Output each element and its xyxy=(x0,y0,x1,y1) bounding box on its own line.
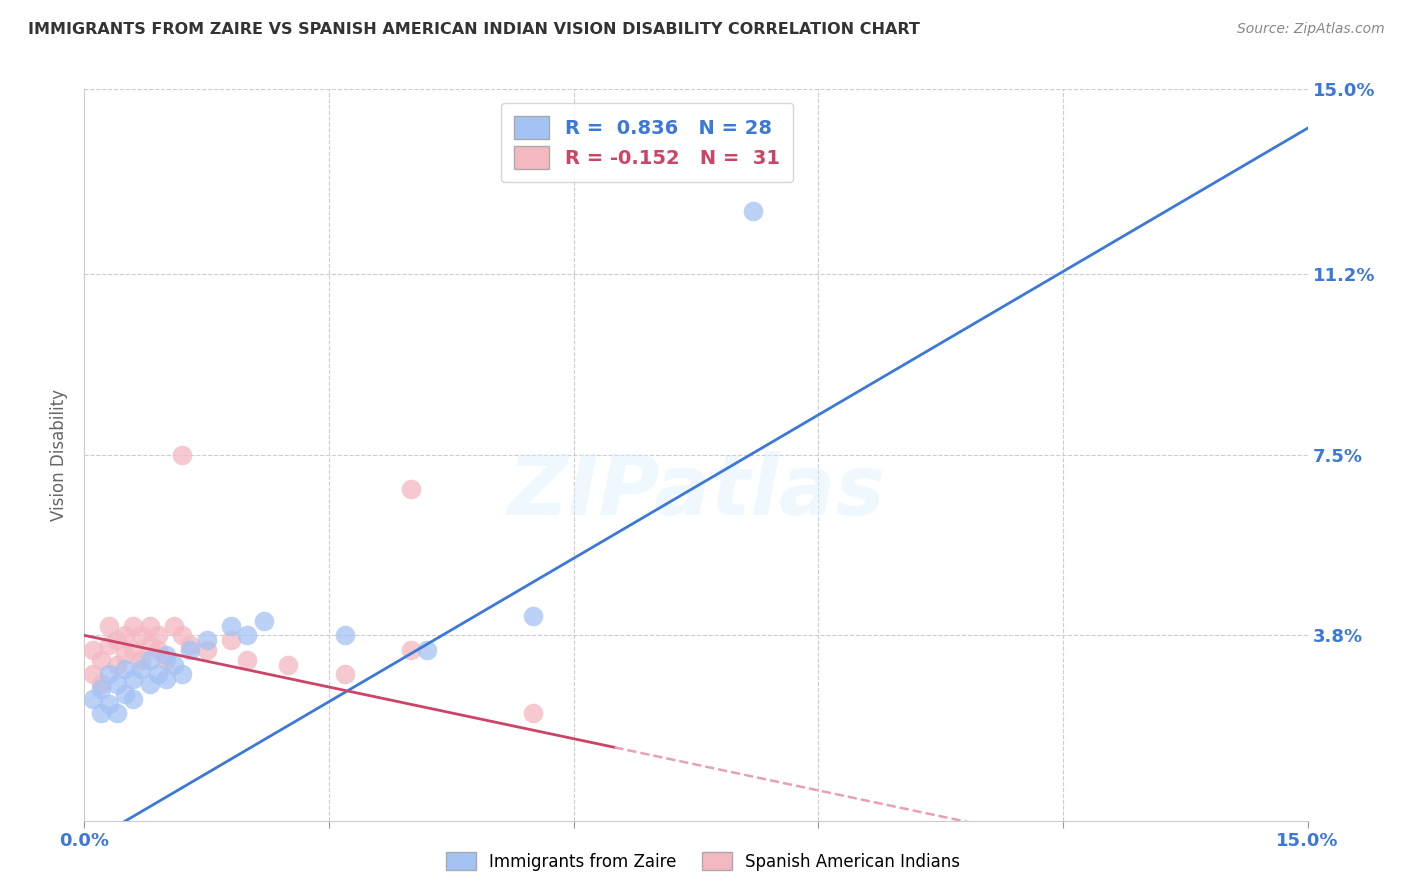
Point xyxy=(219,633,242,648)
Point xyxy=(138,638,160,652)
Point xyxy=(138,677,160,691)
Text: IMMIGRANTS FROM ZAIRE VS SPANISH AMERICAN INDIAN VISION DISABILITY CORRELATION C: IMMIGRANTS FROM ZAIRE VS SPANISH AMERICA… xyxy=(28,22,920,37)
Point xyxy=(82,691,104,706)
Point xyxy=(90,681,112,696)
Point xyxy=(155,672,177,686)
Point xyxy=(163,657,186,672)
Point xyxy=(742,204,765,219)
Point xyxy=(146,643,169,657)
Point xyxy=(219,618,242,632)
Point xyxy=(172,448,194,462)
Point xyxy=(82,643,104,657)
Point xyxy=(236,653,259,667)
Point xyxy=(105,677,128,691)
Point xyxy=(90,677,112,691)
Point xyxy=(90,706,112,721)
Point xyxy=(90,653,112,667)
Point xyxy=(172,667,194,681)
Point xyxy=(114,687,136,701)
Point xyxy=(82,667,104,681)
Point xyxy=(522,608,544,623)
Text: ZIPatlas: ZIPatlas xyxy=(508,451,884,532)
Point xyxy=(179,638,201,652)
Point xyxy=(195,633,218,648)
Point xyxy=(195,643,218,657)
Point xyxy=(146,628,169,642)
Point xyxy=(138,653,160,667)
Point xyxy=(122,618,145,632)
Point xyxy=(114,628,136,642)
Legend: Immigrants from Zaire, Spanish American Indians: Immigrants from Zaire, Spanish American … xyxy=(437,844,969,880)
Point xyxy=(105,706,128,721)
Point xyxy=(114,648,136,662)
Point xyxy=(97,618,120,632)
Point xyxy=(155,653,177,667)
Point xyxy=(253,614,276,628)
Point xyxy=(122,672,145,686)
Point xyxy=(399,643,422,657)
Point xyxy=(97,638,120,652)
Point xyxy=(179,643,201,657)
Point xyxy=(522,706,544,721)
Point xyxy=(131,663,153,677)
Point xyxy=(335,628,357,642)
Point xyxy=(335,667,357,681)
Point xyxy=(155,648,177,662)
Point xyxy=(138,618,160,632)
Point xyxy=(105,633,128,648)
Point xyxy=(416,643,439,657)
Point xyxy=(131,628,153,642)
Point xyxy=(114,663,136,677)
Point xyxy=(163,618,186,632)
Text: Source: ZipAtlas.com: Source: ZipAtlas.com xyxy=(1237,22,1385,37)
Point xyxy=(105,657,128,672)
Point xyxy=(122,691,145,706)
Y-axis label: Vision Disability: Vision Disability xyxy=(51,389,69,521)
Point xyxy=(97,697,120,711)
Point xyxy=(131,653,153,667)
Point xyxy=(97,667,120,681)
Legend: R =  0.836   N = 28, R = -0.152   N =  31: R = 0.836 N = 28, R = -0.152 N = 31 xyxy=(501,103,793,183)
Point xyxy=(172,628,194,642)
Point xyxy=(236,628,259,642)
Point xyxy=(399,482,422,496)
Point xyxy=(277,657,299,672)
Point xyxy=(122,643,145,657)
Point xyxy=(146,667,169,681)
